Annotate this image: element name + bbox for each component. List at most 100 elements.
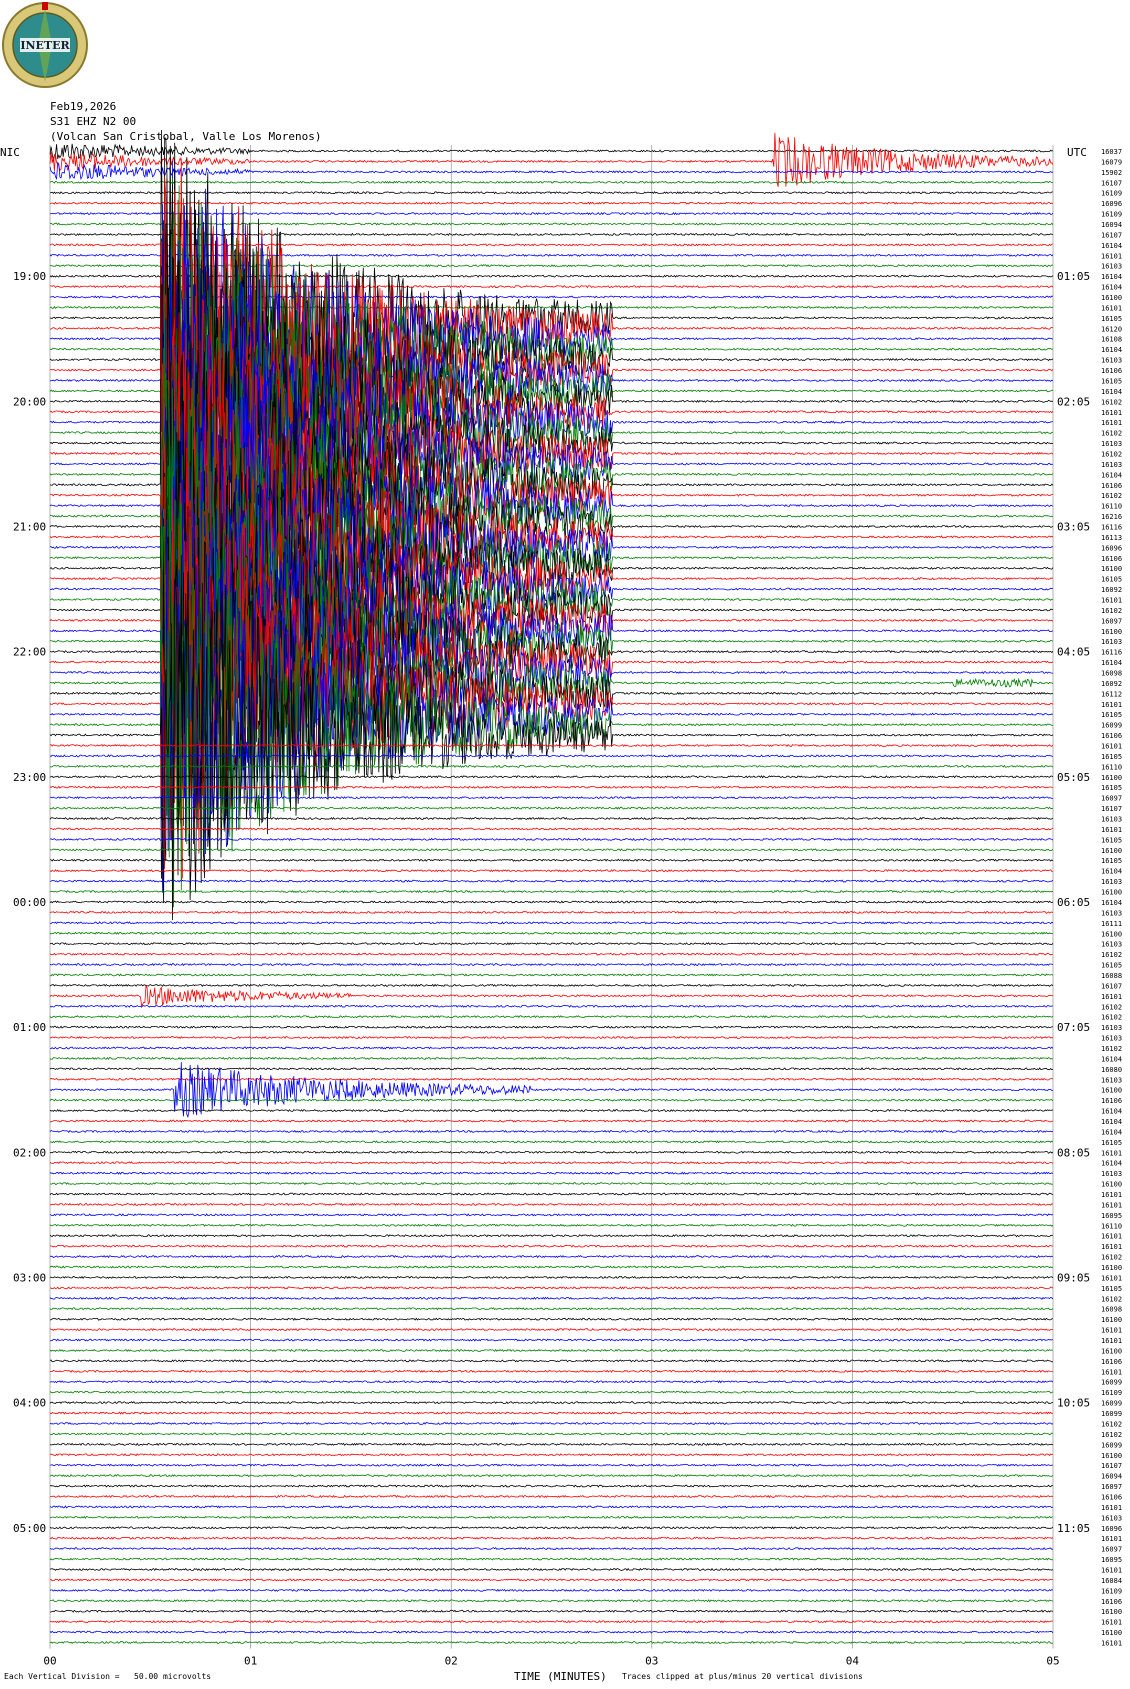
trace-line [49,985,1053,1008]
trace-value-label: 16097 [1101,1546,1122,1554]
station-label: S31 EHZ N2 00 [50,115,137,128]
left-hour-label: 21:00 [13,520,46,533]
trace-line [49,1223,1054,1227]
trace-value-label: 16094 [1101,1473,1122,1481]
trace-line [49,1046,1054,1050]
trace-value-label: 16101 [1101,1243,1122,1251]
trace-line [49,785,1053,789]
trace-value-label: 16092 [1101,586,1122,594]
trace-value-label: 16105 [1101,315,1122,323]
date-label: Feb19,2026 [50,100,117,113]
trace-value-label: 16111 [1101,920,1122,928]
trace-value-label: 16107 [1101,179,1122,187]
trace-line [49,132,1054,187]
trace-value-label: 16116 [1101,523,1122,531]
clip-note: Traces clipped at plus/minus 20 vertical… [622,1672,863,1681]
trace-value-label: 16100 [1101,1264,1122,1272]
trace-value-label: 16100 [1101,847,1122,855]
trace-value-label: 16088 [1101,972,1122,980]
trace-value-label: 16096 [1101,544,1122,552]
trace-line [49,1129,1054,1134]
trace-line [49,900,1054,904]
trace-line [49,1536,1054,1540]
x-tick-label: 01 [244,1654,257,1667]
trace-line [49,889,1054,894]
trace-value-label: 16105 [1101,962,1122,970]
trace-line [49,201,1054,205]
trace-value-label: 16107 [1101,805,1122,813]
trace-line [49,1474,1054,1478]
trace-value-label: 16216 [1101,513,1122,521]
trace-value-label: 16102 [1101,1420,1122,1428]
trace-value-label: 16100 [1101,1087,1122,1095]
trace-value-label: 16105 [1101,1285,1122,1293]
trace-value-label: 16106 [1101,367,1122,375]
right-hour-label: 05:05 [1057,771,1090,784]
trace-line [49,1546,1053,1551]
trace-value-label: 16104 [1101,1128,1122,1136]
trace-value-label: 16097 [1101,795,1122,803]
trace-value-label: 16109 [1101,1587,1122,1595]
trace-value-label: 16102 [1101,1431,1122,1439]
trace-line [49,962,1054,967]
trace-line [49,1609,1053,1613]
x-axis-title: TIME (MINUTES) [514,1670,607,1683]
right-hour-label: 08:05 [1057,1146,1090,1159]
trace-line [49,1338,1054,1342]
trace-value-label: 16095 [1101,1212,1122,1220]
logo-text: INETER [20,39,70,52]
trace-value-label: 16107 [1101,1462,1122,1470]
trace-value-label: 16097 [1101,617,1122,625]
trace-line [49,1359,1053,1363]
trace-line [49,1380,1054,1384]
trace-value-label: 16095 [1101,1556,1122,1564]
trace-value-label: 16106 [1101,1493,1122,1501]
trace-value-label: 16101 [1101,826,1122,834]
trace-line [49,1192,1054,1196]
trace-value-label: 16105 [1101,576,1122,584]
trace-value-label: 16101 [1101,743,1122,751]
trace-value-label: 16102 [1101,492,1122,500]
left-hour-label: 04:00 [13,1397,46,1410]
trace-line [49,1588,1054,1592]
trace-line [49,1171,1054,1175]
trace-line [49,1453,1054,1457]
trace-line [49,211,1054,216]
trace-value-label: 16101 [1101,993,1122,1001]
trace-line [49,869,1053,873]
trace-line [49,1255,1054,1259]
trace-value-label: 16104 [1101,1108,1122,1116]
trace-line [49,191,1053,195]
trace-line [49,143,1054,162]
trace-value-label: 16101 [1101,596,1122,604]
trace-value-label: 16103 [1101,941,1122,949]
trace-line [50,1202,1053,1206]
trace-line [49,1265,1054,1269]
trace-line [49,1307,1054,1311]
trace-value-label: 16104 [1101,471,1122,479]
trace-value-label: 16103 [1101,878,1122,886]
trace-value-label: 16110 [1101,503,1122,511]
trace-line [49,220,1054,591]
trace-line [49,253,1054,257]
trace-value-label: 16101 [1101,409,1122,417]
left-hour-label: 03:00 [13,1271,46,1284]
trace-value-label: 16103 [1101,263,1122,271]
trace-value-label: 16109 [1101,190,1122,198]
trace-value-label: 16094 [1101,221,1122,229]
trace-value-label: 16101 [1101,701,1122,709]
trace-line [49,1442,1054,1446]
trace-value-label: 16103 [1101,1076,1122,1084]
trace-value-label: 16102 [1101,1254,1122,1262]
left-hour-label: 19:00 [13,270,46,283]
trace-line [49,942,1054,946]
trace-value-label: 16102 [1101,450,1122,458]
trace-line [49,1599,1053,1603]
trace-line [49,270,1053,614]
trace-line [50,827,1054,831]
trace-value-label: 16102 [1101,430,1122,438]
trace-line [49,1077,1054,1081]
trace-value-label: 16106 [1101,555,1122,563]
trace-line [49,1421,1054,1426]
